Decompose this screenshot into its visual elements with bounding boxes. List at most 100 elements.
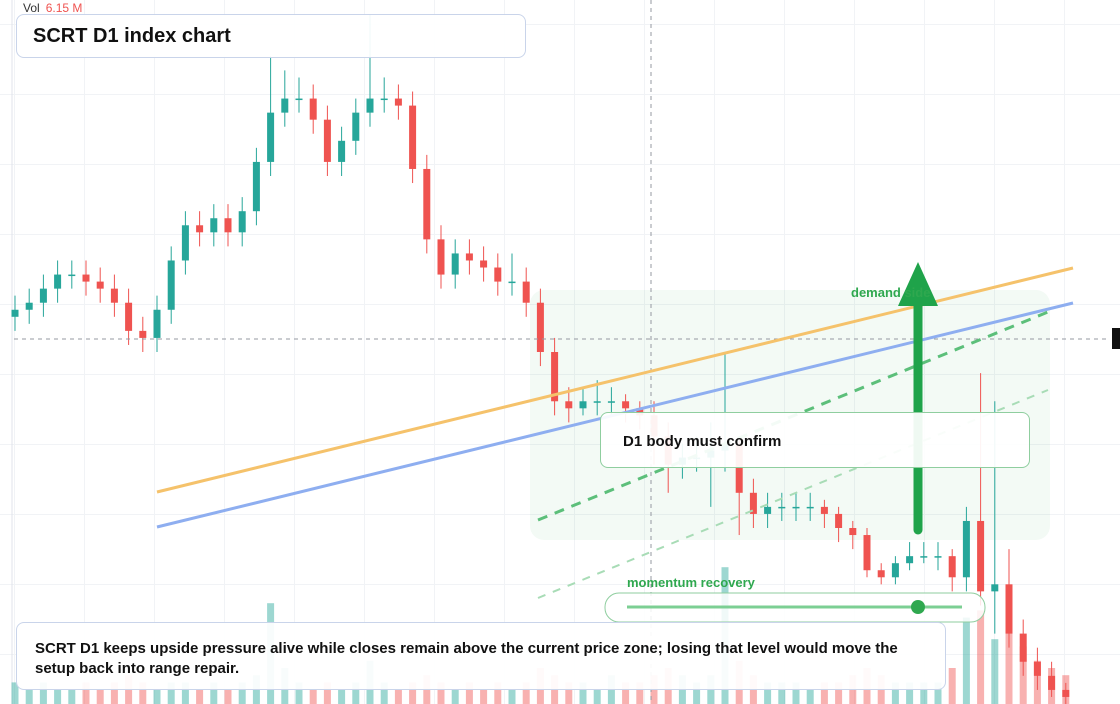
candle-body — [11, 309, 19, 317]
volume-bar — [494, 682, 502, 704]
candle-body — [82, 274, 90, 282]
volume-bar — [25, 689, 33, 704]
candle-body — [153, 309, 161, 338]
volume-bar — [338, 689, 346, 704]
candle-body — [806, 506, 814, 509]
candle-body — [210, 218, 218, 233]
candle-body — [451, 253, 459, 275]
volume-bar — [451, 689, 459, 704]
candle-body — [96, 281, 104, 289]
candle-body — [792, 506, 800, 509]
candle-layer — [11, 14, 1070, 704]
volume-bar — [693, 682, 701, 704]
candle-body — [338, 140, 346, 162]
candle-body — [68, 274, 76, 277]
volume-bar — [196, 689, 204, 704]
volume-bar — [96, 689, 104, 704]
volume-bar — [906, 682, 914, 704]
volume-bar — [11, 682, 19, 704]
candle-body — [977, 520, 985, 592]
volume-bar — [565, 682, 573, 704]
candle-body — [1048, 675, 1056, 690]
candle-body — [494, 267, 502, 282]
candle-body — [1062, 689, 1070, 697]
candle-body — [820, 506, 828, 514]
volume-bar — [636, 682, 644, 704]
volume-bar — [295, 682, 303, 704]
candle-body — [1033, 661, 1041, 676]
channel-lower — [537, 389, 1049, 599]
volume-bar — [437, 682, 445, 704]
candle-body — [593, 401, 601, 403]
volume-bar — [806, 689, 814, 704]
candle-body — [224, 218, 232, 233]
volume-bar — [139, 682, 147, 704]
volume-bar — [238, 682, 246, 704]
candle-body — [536, 302, 544, 352]
momentum-knob — [911, 600, 925, 614]
volume-bar — [977, 610, 985, 704]
candle-body — [238, 211, 246, 233]
volume-bar — [224, 689, 232, 704]
volume-readout: 6.15 M — [45, 1, 83, 15]
candle-body — [196, 225, 204, 233]
volume-bar — [210, 682, 218, 704]
volume-bar — [54, 689, 62, 704]
candle-body — [110, 288, 118, 303]
volume-bar — [323, 682, 331, 704]
candle-body — [181, 225, 189, 261]
candle-body — [252, 161, 260, 212]
price-marker — [1112, 328, 1120, 349]
candle-body — [423, 168, 431, 240]
volume-bar — [309, 689, 317, 704]
confirm-callout: D1 body must confirm — [600, 412, 1030, 468]
candle-body — [565, 401, 573, 409]
volume-legend: Vol 6.15 M — [23, 1, 82, 15]
candle-body — [863, 535, 871, 571]
candle-body — [39, 288, 47, 303]
candle-body — [465, 253, 473, 261]
candle-body — [1019, 633, 1027, 662]
candle-body — [962, 520, 970, 578]
candle-body — [267, 112, 275, 162]
candle-body — [636, 408, 644, 416]
candle-body — [295, 98, 303, 101]
candle-body — [1005, 584, 1013, 634]
volume-bar — [110, 682, 118, 704]
volume-bar — [991, 639, 999, 704]
demand-label: demand side — [851, 285, 931, 300]
candle-body — [849, 528, 857, 536]
caption: SCRT D1 keeps upside pressure alive whil… — [16, 622, 946, 690]
volume-bar — [522, 682, 530, 704]
candle-body — [835, 513, 843, 528]
candle-body — [622, 401, 630, 409]
volume-bar — [153, 689, 161, 704]
candle-body — [409, 105, 417, 169]
volume-name: Vol — [23, 1, 40, 15]
candle-body — [480, 260, 488, 268]
candle-body — [380, 98, 388, 101]
candle-body — [167, 260, 175, 310]
upside-arrow-head — [898, 262, 938, 306]
volume-bar — [948, 668, 956, 704]
candle-body — [508, 281, 516, 284]
volume-bar — [764, 682, 772, 704]
candle-body — [394, 98, 402, 106]
chart-title: SCRT D1 index chart — [16, 14, 526, 58]
volume-bar — [167, 682, 175, 704]
candle-body — [607, 401, 615, 403]
volume-bar — [68, 689, 76, 704]
candle-body — [920, 556, 928, 558]
candle-body — [522, 281, 530, 303]
candle-body — [749, 492, 757, 514]
momentum-label: momentum recovery — [627, 575, 755, 590]
volume-bar — [835, 682, 843, 704]
volume-bar — [593, 689, 601, 704]
volume-bar — [579, 682, 587, 704]
volume-bar — [934, 682, 942, 704]
volume-bar — [792, 682, 800, 704]
volume-bar — [480, 689, 488, 704]
candle-body — [948, 556, 956, 578]
volume-bar — [380, 682, 388, 704]
